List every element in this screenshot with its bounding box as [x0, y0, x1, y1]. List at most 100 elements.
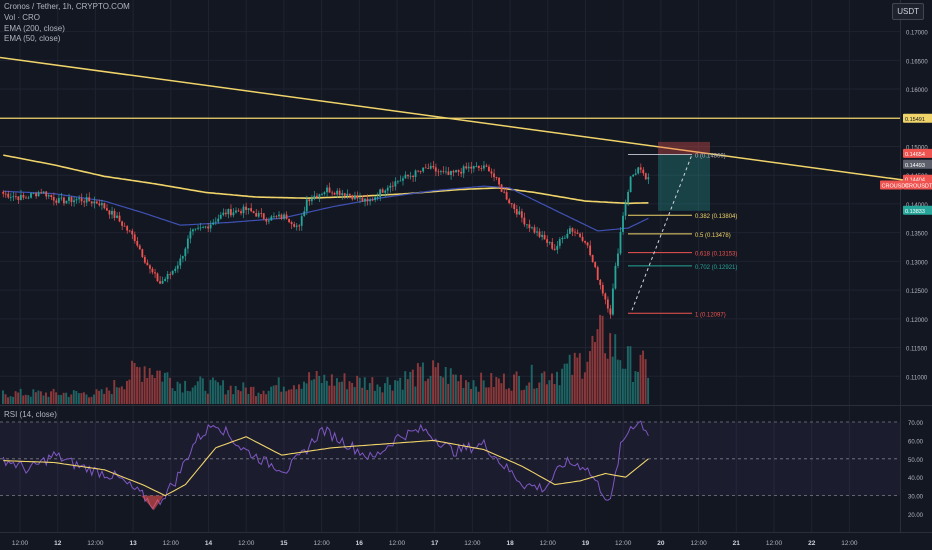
volume-bar	[391, 390, 394, 404]
volume-bar	[110, 394, 113, 404]
volume-bar	[495, 376, 498, 404]
candle-body	[14, 196, 17, 198]
volume-bar	[462, 387, 465, 404]
candle-body	[528, 224, 531, 229]
candle-body	[407, 174, 409, 177]
rsi-pane	[0, 420, 900, 511]
candle-body	[260, 213, 263, 214]
volume-bar	[454, 374, 457, 404]
volume-bar	[434, 367, 437, 404]
volume-bar	[588, 351, 591, 404]
candle-body	[55, 200, 58, 203]
volume-bar	[277, 377, 280, 404]
candle-body	[609, 308, 612, 315]
volume-bar	[161, 381, 164, 404]
volume-bar	[594, 342, 596, 404]
volume-bar	[553, 384, 556, 404]
candle-body	[229, 209, 232, 216]
volume-bar	[346, 389, 349, 404]
volume-bar	[209, 379, 212, 404]
candle-body	[551, 242, 554, 249]
candle-body	[399, 180, 402, 182]
candle-body	[303, 211, 306, 217]
candle-body	[9, 197, 12, 198]
time-tick-label: 12:00	[766, 540, 783, 547]
volume-bar	[153, 377, 156, 404]
candle-body	[151, 268, 154, 273]
candle-body	[510, 203, 513, 205]
volume-bar	[578, 353, 581, 404]
volume-bar	[57, 394, 60, 404]
price-tick-label: 0.11500	[906, 347, 928, 353]
volume-bar	[229, 385, 232, 404]
volume-bar	[211, 377, 214, 404]
currency-button[interactable]: USDT	[892, 3, 924, 20]
candle-body	[647, 177, 650, 180]
rsi-ma-line	[3, 436, 649, 497]
candle-body	[541, 234, 543, 237]
candle-body	[358, 197, 361, 199]
candle-body	[118, 215, 121, 222]
volume-bar	[442, 377, 445, 404]
candle-body	[202, 227, 204, 228]
candle-body	[561, 237, 564, 240]
candle-body	[434, 167, 437, 172]
volume-bar	[168, 377, 171, 404]
volume-bar	[12, 396, 15, 404]
candle-body	[219, 214, 222, 219]
volume-bar	[34, 392, 37, 404]
candle-body	[57, 198, 60, 203]
candle-body	[50, 195, 53, 197]
candle-body	[525, 224, 528, 226]
volume-bar	[444, 366, 447, 404]
candle-body	[477, 166, 480, 169]
candle-body	[328, 187, 331, 193]
volume-bar	[563, 363, 566, 404]
volume-bar	[22, 395, 25, 404]
candle-body	[257, 213, 260, 217]
volume-bar	[224, 394, 227, 404]
volume-bar	[492, 387, 495, 404]
volume-bar	[482, 380, 485, 404]
volume-bar	[108, 390, 111, 404]
time-tick-label: 13	[129, 540, 137, 547]
candle-body	[536, 231, 538, 233]
volume-bar	[586, 361, 589, 404]
price-marker-box	[903, 205, 932, 215]
volume-bar	[520, 390, 523, 404]
volume-bar	[222, 380, 225, 404]
volume-bar	[421, 362, 424, 404]
volume-bar	[596, 329, 599, 404]
volume-bar	[606, 358, 609, 404]
candle-body	[235, 210, 237, 213]
volume-bar	[348, 381, 351, 404]
time-tick-label: 12:00	[12, 540, 29, 547]
candle-body	[121, 221, 123, 226]
candle-body	[601, 285, 604, 294]
volume-bar	[427, 378, 429, 404]
candle-body	[374, 197, 376, 201]
volume-bar	[50, 391, 52, 404]
volume-bar	[80, 393, 83, 404]
volume-bar	[82, 392, 85, 404]
volume-bar	[93, 394, 96, 404]
volume-bar	[343, 373, 346, 404]
candle-body	[318, 194, 321, 198]
price-marker-box	[903, 148, 932, 158]
volume-bar	[561, 368, 564, 404]
candle-body	[619, 232, 622, 254]
candle-body	[146, 262, 149, 266]
candle-body	[455, 170, 457, 173]
volume-bar	[232, 394, 235, 404]
candle-body	[181, 256, 184, 259]
candle-body	[164, 279, 166, 281]
volume-bar	[146, 378, 149, 404]
volume-bar	[214, 380, 217, 404]
volume-bar	[624, 368, 627, 404]
candle-body	[68, 197, 70, 201]
symbol-marker-box	[880, 180, 903, 190]
candle-body	[73, 200, 75, 203]
candle-body	[361, 197, 364, 202]
volume-bar	[429, 375, 432, 404]
